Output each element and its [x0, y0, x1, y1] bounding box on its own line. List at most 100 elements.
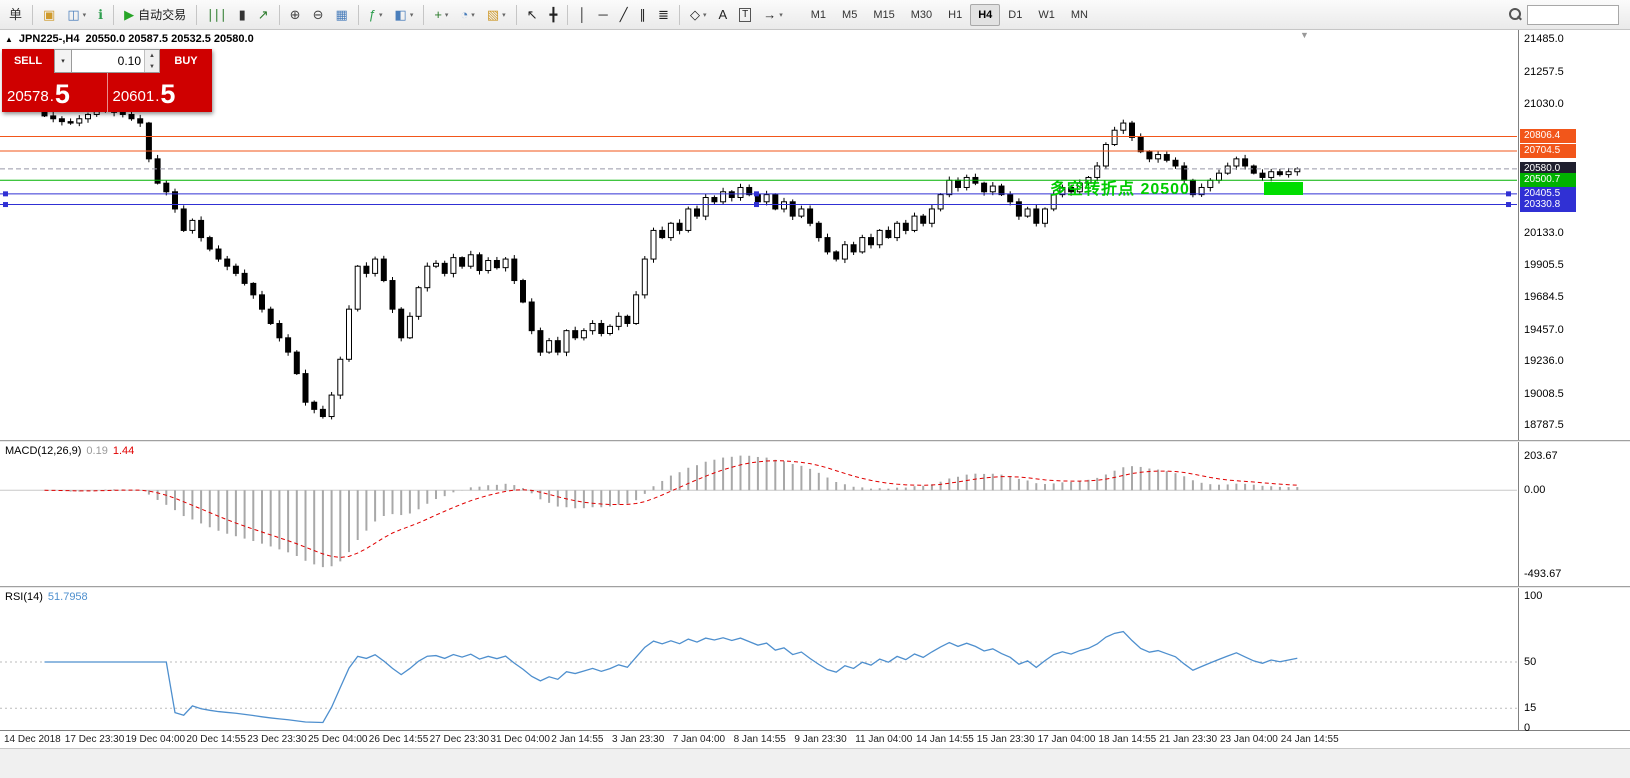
- text-label-button[interactable]: T: [733, 3, 757, 27]
- dropdown-caret-icon[interactable]: ▾: [471, 11, 475, 19]
- add-indicator-button[interactable]: + ▾: [428, 3, 454, 27]
- time-axis-label: 18 Jan 14:55: [1098, 734, 1157, 745]
- price-level-badge: 20405.5: [1520, 186, 1576, 201]
- periods-button[interactable]: ◔ ▾: [454, 3, 480, 27]
- timeframe-m5-button[interactable]: M5: [842, 8, 858, 21]
- zoom-in-button[interactable]: ⊕: [284, 3, 307, 27]
- buy-price-dot: .: [155, 88, 160, 105]
- price-level-badge: 20500.7: [1520, 173, 1576, 188]
- cursor-button[interactable]: ↖: [521, 3, 544, 27]
- autotrading-button[interactable]: ▶ 自动交易: [118, 3, 192, 27]
- sell-price-button[interactable]: 20578 . 5: [2, 73, 107, 112]
- cursor-icon: ↖: [526, 7, 538, 22]
- chart-text-annotation[interactable]: 多空转折点 20500: [1050, 181, 1190, 198]
- timeframe-w1-button[interactable]: W1: [1038, 8, 1055, 21]
- zoom-out-button[interactable]: ⊖: [307, 3, 330, 27]
- rsi-panel[interactable]: RSI(14) 51.7958: [0, 588, 1517, 730]
- timeframe-h1-button[interactable]: H1: [948, 8, 963, 21]
- rsi-canvas[interactable]: [0, 588, 1517, 730]
- time-axis-label: 9 Jan 23:30: [794, 734, 847, 745]
- price-axis-label: 21485.0: [1524, 33, 1564, 46]
- macd-panel[interactable]: MACD(12,26,9) 0.19 1.44: [0, 442, 1517, 586]
- new-chart-button[interactable]: ▣: [37, 3, 61, 27]
- toolbar-separator: [32, 4, 34, 25]
- dropdown-caret-icon[interactable]: ▾: [702, 11, 707, 19]
- shapes-button[interactable]: ◇ ▾: [684, 3, 713, 27]
- bars-mode-button[interactable]: ∣∣∣: [201, 3, 233, 27]
- time-axis-label: 25 Dec 04:00: [308, 734, 368, 745]
- crosshair-button[interactable]: ╋: [544, 3, 564, 27]
- panel-splitter[interactable]: [0, 586, 1630, 588]
- time-axis-label: 27 Dec 23:30: [429, 734, 490, 745]
- templates-button[interactable]: ▧ ▾: [481, 3, 512, 27]
- candles-mode-button[interactable]: ▮: [233, 3, 252, 27]
- chart-shift-marker-icon[interactable]: ▼: [1300, 30, 1309, 40]
- buy-button[interactable]: BUY: [160, 49, 212, 73]
- time-axis-label: 23 Jan 04:00: [1220, 734, 1278, 745]
- dropdown-caret-icon[interactable]: ▾: [444, 11, 449, 19]
- zoom-in-icon: ⊕: [289, 7, 301, 22]
- rsi-name: RSI(14): [5, 591, 43, 603]
- trendline-button[interactable]: ╱: [614, 3, 634, 27]
- rsi-axis-label: 15: [1524, 702, 1537, 715]
- objects-list-button[interactable]: ◧ ▾: [389, 3, 420, 27]
- data-window-button[interactable]: ℹ: [92, 3, 109, 27]
- price-axis-label: 19236.0: [1524, 355, 1564, 368]
- volume-input[interactable]: [72, 50, 144, 72]
- equidistant-channel-button[interactable]: ∥: [634, 3, 653, 27]
- vertical-line-icon: │: [578, 7, 587, 22]
- symbol-search-input[interactable]: [1527, 4, 1619, 25]
- arrows-button[interactable]: → ▾: [757, 3, 789, 27]
- horizontal-line-button[interactable]: ─: [592, 3, 613, 27]
- candlestick-chart-canvas[interactable]: [0, 30, 1517, 440]
- equidistant-channel-icon: ∥: [639, 7, 647, 22]
- new-order-button[interactable]: 单: [3, 3, 28, 27]
- profiles-button[interactable]: ◫ ▾: [61, 3, 92, 27]
- sell-button[interactable]: SELL: [2, 49, 54, 73]
- indicators-button[interactable]: ƒ ▾: [363, 3, 389, 27]
- timeframe-d1-button[interactable]: D1: [1008, 8, 1023, 21]
- toolbar-separator: [678, 4, 680, 25]
- time-axis-label: 17 Jan 04:00: [1037, 734, 1096, 745]
- macd-canvas[interactable]: [0, 442, 1517, 586]
- macd-axis-label: 0.00: [1524, 484, 1546, 497]
- chart-window: ▲ JPN225-,H4 20550.0 20587.5 20532.5 205…: [0, 30, 1630, 778]
- macd-axis-label: -493.67: [1524, 567, 1562, 580]
- volume-dropdown-button[interactable]: ▾: [54, 49, 72, 73]
- bottom-filler: [0, 748, 1630, 778]
- price-chart-panel[interactable]: ▲ JPN225-,H4 20550.0 20587.5 20532.5 205…: [0, 30, 1517, 440]
- horizontal-line-icon: ─: [598, 7, 608, 22]
- sell-price-dot: .: [49, 88, 54, 105]
- timeframe-h4-button[interactable]: H4: [970, 3, 1001, 26]
- chart-expand-icon[interactable]: ▲: [5, 34, 13, 44]
- volume-increase-button[interactable]: ▲: [145, 50, 159, 61]
- price-axis[interactable]: 21485.0 21257.5 21030.0 20133.0 19905.5 19684…: [1518, 30, 1630, 734]
- toolbar-separator: [423, 4, 425, 25]
- time-axis-label: 2 Jan 14:55: [551, 734, 604, 745]
- profiles-icon: ◫: [67, 7, 80, 22]
- timeframe-m30-button[interactable]: M30: [910, 8, 933, 21]
- timeframe-mn-button[interactable]: MN: [1070, 8, 1088, 21]
- one-click-top-row: SELL ▾ ▲ ▼ BUY: [2, 49, 212, 73]
- dropdown-caret-icon[interactable]: ▾: [409, 11, 414, 19]
- buy-price-button[interactable]: 20601 . 5: [106, 73, 213, 112]
- volume-decrease-button[interactable]: ▼: [145, 61, 159, 72]
- fibonacci-icon: ≣: [658, 7, 669, 22]
- line-mode-button[interactable]: ↗: [252, 3, 275, 27]
- fibonacci-button[interactable]: ≣: [652, 3, 675, 27]
- candles-mode-icon: ▮: [238, 7, 246, 22]
- dropdown-caret-icon[interactable]: ▾: [502, 11, 506, 19]
- timeframe-m1-button[interactable]: M1: [810, 8, 827, 21]
- panel-splitter[interactable]: [0, 440, 1630, 442]
- toolbar-separator: [357, 4, 359, 25]
- text-button[interactable]: A: [712, 3, 733, 27]
- volume-spinner: ▲ ▼: [144, 50, 159, 72]
- dropdown-caret-icon[interactable]: ▾: [82, 11, 87, 19]
- vertical-line-button[interactable]: │: [572, 3, 592, 27]
- one-click-trading-panel: SELL ▾ ▲ ▼ BUY 20578 . 5 206: [2, 49, 212, 112]
- timeframe-m15-button[interactable]: M15: [873, 8, 895, 21]
- dropdown-caret-icon[interactable]: ▾: [379, 11, 383, 19]
- dropdown-caret-icon[interactable]: ▾: [779, 11, 783, 19]
- time-axis[interactable]: 14 Dec 2018 17 Dec 23:30 19 Dec 04:00 20 De…: [0, 730, 1630, 748]
- tile-windows-button[interactable]: ▦: [329, 3, 353, 27]
